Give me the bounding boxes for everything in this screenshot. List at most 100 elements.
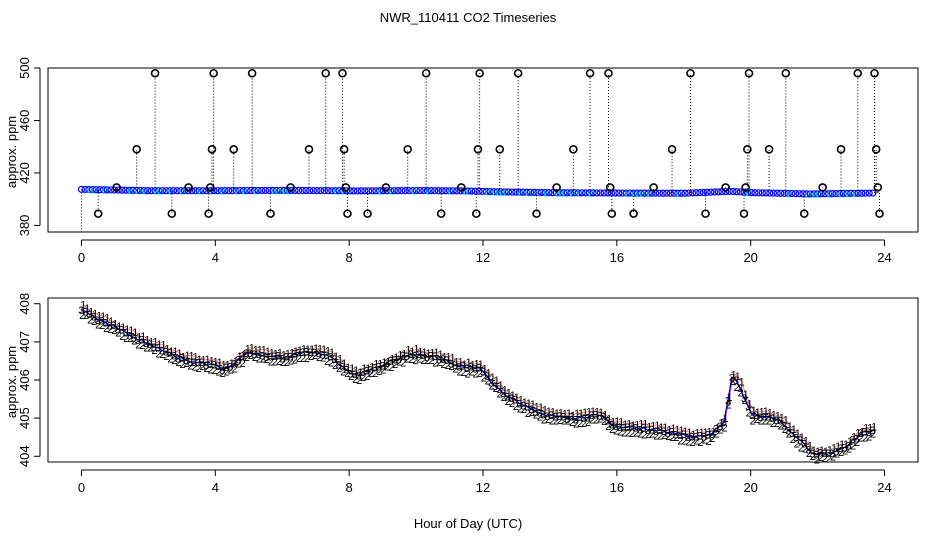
series-1-point: 1 bbox=[622, 419, 628, 431]
baseline-point bbox=[828, 190, 836, 198]
baseline-point bbox=[526, 188, 535, 196]
series-2-point: 2 bbox=[396, 357, 402, 369]
series-3-point: 3 bbox=[841, 442, 847, 454]
baseline-point bbox=[788, 189, 796, 198]
baseline-point bbox=[769, 189, 778, 197]
series-2-point: 2 bbox=[581, 418, 587, 430]
series-3-point: 3 bbox=[729, 372, 735, 384]
series-2-point: 2 bbox=[613, 425, 619, 437]
series-1-point: 1 bbox=[124, 324, 130, 336]
series-3-point: 3 bbox=[777, 416, 783, 428]
series-3-point: 3 bbox=[665, 428, 671, 440]
series-3-point: 3 bbox=[596, 410, 602, 422]
series-3-point: 3 bbox=[303, 347, 309, 359]
outlier-point bbox=[552, 183, 561, 192]
series-1-point: 1 bbox=[682, 426, 688, 438]
series-1-point: 1 bbox=[329, 347, 335, 359]
series-1-point: 1 bbox=[554, 408, 560, 420]
series-1-point: 1 bbox=[783, 414, 789, 426]
series-2-point: 2 bbox=[485, 376, 491, 388]
series-3-point: 3 bbox=[163, 346, 169, 358]
y-tick-label: 420 bbox=[17, 162, 32, 184]
series-1-point: 1 bbox=[341, 358, 347, 370]
series-2-point: 2 bbox=[324, 356, 330, 368]
baseline-point bbox=[839, 189, 847, 198]
series-2-point: 2 bbox=[806, 448, 812, 460]
series-2-point: 2 bbox=[786, 429, 792, 441]
baseline-point bbox=[357, 187, 365, 195]
outlier-point bbox=[456, 183, 466, 192]
series-2-point: 2 bbox=[179, 359, 185, 371]
series-3-point: 3 bbox=[532, 406, 538, 418]
series-2-point: 2 bbox=[854, 437, 860, 449]
series-2-point: 2 bbox=[742, 395, 748, 407]
series-1-point: 1 bbox=[445, 351, 451, 363]
baseline-point bbox=[847, 189, 855, 197]
outlier-point bbox=[321, 68, 331, 78]
baseline-point bbox=[545, 189, 553, 197]
series-2-point: 2 bbox=[762, 415, 768, 427]
series-3-point: 3 bbox=[227, 361, 233, 373]
baseline-point bbox=[703, 188, 711, 196]
series-2-point: 2 bbox=[79, 310, 85, 322]
series-2-point: 2 bbox=[111, 325, 117, 337]
series-2-point: 2 bbox=[352, 374, 358, 386]
series-1-point: 1 bbox=[466, 357, 472, 369]
plot-frame bbox=[47, 67, 919, 233]
series-2-point: 2 bbox=[621, 427, 627, 439]
series-1-point: 1 bbox=[606, 413, 612, 425]
series-3-point: 3 bbox=[187, 357, 193, 369]
series-2-point: 2 bbox=[730, 376, 736, 388]
series-2-point: 2 bbox=[260, 354, 266, 366]
series-2-point: 2 bbox=[629, 428, 635, 440]
series-2-point: 2 bbox=[521, 404, 527, 416]
series-2-point: 2 bbox=[834, 448, 840, 460]
series-2-point: 2 bbox=[103, 323, 109, 335]
series-1-point: 1 bbox=[458, 357, 464, 369]
series-2-point: 2 bbox=[517, 403, 523, 415]
baseline-point bbox=[199, 187, 207, 195]
series-1-point: 1 bbox=[241, 349, 247, 361]
series-1-point: 1 bbox=[474, 359, 480, 371]
series-2-point: 2 bbox=[457, 366, 463, 378]
series-1-point: 1 bbox=[345, 362, 351, 374]
series-1-point: 1 bbox=[233, 356, 239, 368]
series-1-point: 1 bbox=[815, 446, 821, 458]
series-1-point: 1 bbox=[261, 344, 267, 356]
series-3-point: 3 bbox=[396, 354, 402, 366]
series-1-point: 1 bbox=[205, 354, 211, 366]
series-1-point: 1 bbox=[706, 427, 712, 439]
series-2-point: 2 bbox=[713, 429, 719, 441]
series-3-point: 3 bbox=[713, 424, 719, 436]
series-3-point: 3 bbox=[267, 351, 273, 363]
series-1-point: 1 bbox=[855, 427, 861, 439]
series-2-point: 2 bbox=[569, 417, 575, 429]
series-3-point: 3 bbox=[295, 347, 301, 359]
series-3-point: 3 bbox=[436, 355, 442, 367]
y-tick-label: 408 bbox=[17, 293, 32, 315]
baseline-point bbox=[663, 189, 671, 197]
series-1-point: 1 bbox=[867, 423, 873, 435]
baseline-point bbox=[791, 190, 800, 198]
series-3-point: 3 bbox=[697, 430, 703, 442]
series-2-point: 2 bbox=[340, 366, 346, 378]
series-2-point: 2 bbox=[657, 431, 663, 443]
outlier-point bbox=[513, 68, 523, 78]
series-2-point: 2 bbox=[802, 444, 808, 456]
series-2-point: 2 bbox=[320, 353, 326, 365]
series-3-point: 3 bbox=[556, 411, 562, 423]
series-1-point: 1 bbox=[843, 439, 849, 451]
series-1-point: 1 bbox=[429, 347, 435, 359]
outlier-point bbox=[247, 68, 257, 78]
series-3-point: 3 bbox=[283, 352, 289, 364]
series-1-point: 1 bbox=[831, 443, 837, 455]
series-2-point: 2 bbox=[316, 352, 322, 364]
series-3-point: 3 bbox=[645, 425, 651, 437]
x-tick-label: 4 bbox=[212, 480, 219, 495]
series-3-point: 3 bbox=[159, 345, 165, 357]
series-2-point: 2 bbox=[163, 351, 169, 363]
series-3-point: 3 bbox=[620, 423, 626, 435]
series-1-point: 1 bbox=[847, 436, 853, 448]
baseline-point bbox=[504, 188, 513, 196]
baseline-point bbox=[758, 189, 767, 197]
